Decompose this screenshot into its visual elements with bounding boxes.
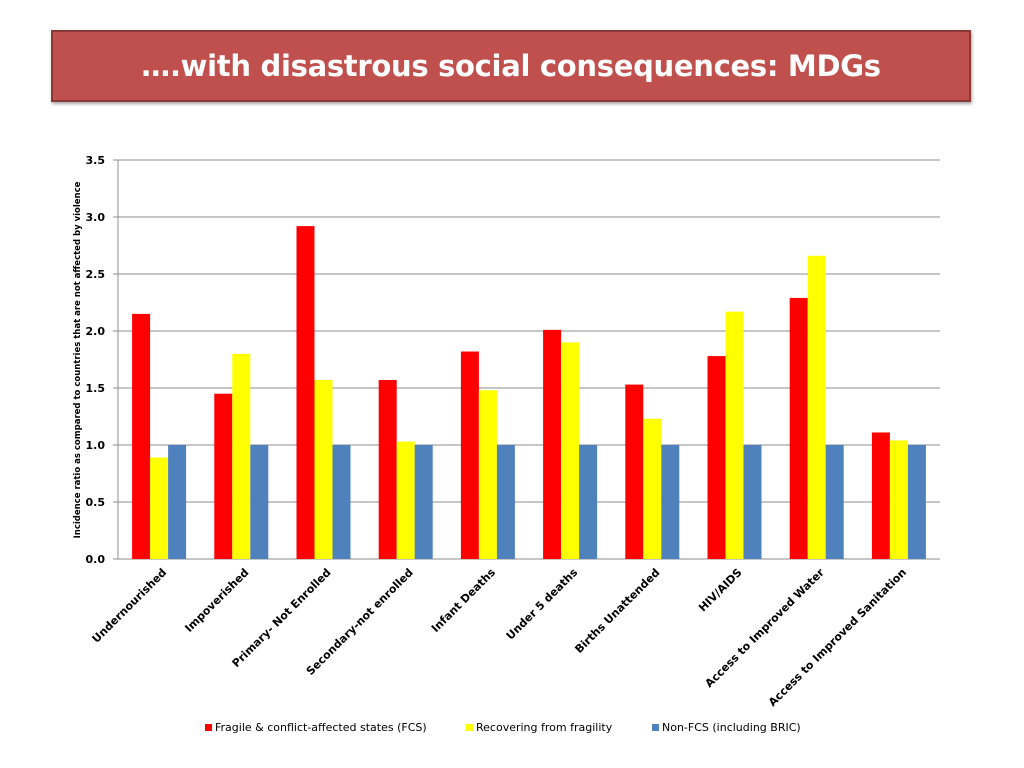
category-label: Births Unattended	[572, 566, 662, 656]
legend-swatch	[466, 724, 473, 731]
legend-swatch	[205, 724, 212, 731]
legend-swatch	[652, 724, 659, 731]
bar-secondary-not-enrolled-series-2	[396, 441, 415, 559]
bars	[132, 226, 926, 559]
y-tick-label: 0.5	[86, 496, 106, 509]
bar-under-5-deaths-series-1	[543, 329, 562, 559]
bar-secondary-not-enrolled-series-1	[378, 380, 397, 559]
legend-label: Fragile & conflict-affected states (FCS)	[215, 721, 427, 734]
legend-label: Recovering from fragility	[476, 721, 613, 734]
bar-primary-not-enrolled-series-3	[332, 445, 351, 559]
y-tick-label: 0.0	[86, 553, 106, 566]
bar-access-to-improved-sanitation-series-1	[871, 432, 890, 559]
bar-hiv-aids-series-3	[743, 445, 762, 559]
category-label: Access to Improved Sanitation	[766, 566, 909, 709]
y-tick-label: 2.5	[86, 268, 106, 281]
bar-under-5-deaths-series-3	[579, 445, 598, 559]
bar-infant-deaths-series-3	[496, 445, 515, 559]
bar-undernourished-series-2	[150, 457, 169, 559]
bar-infant-deaths-series-2	[478, 390, 497, 559]
y-tick-label: 2.0	[86, 325, 106, 338]
y-axis-label: Incidence ratio as compared to countries…	[73, 181, 83, 538]
y-tick-label: 3.5	[86, 154, 106, 167]
bar-access-to-improved-sanitation-series-3	[907, 445, 926, 559]
category-label: Undernourished	[90, 566, 170, 646]
bar-births-unattended-series-2	[643, 418, 662, 559]
legend: Fragile & conflict-affected states (FCS)…	[205, 721, 801, 734]
y-tick-label: 1.5	[86, 382, 106, 395]
y-tick-label: 3.0	[86, 211, 106, 224]
bar-impoverished-series-2	[232, 353, 251, 559]
bar-access-to-improved-water-series-2	[807, 255, 826, 559]
bar-infant-deaths-series-1	[460, 351, 479, 559]
bar-primary-not-enrolled-series-1	[296, 226, 315, 559]
legend-label: Non-FCS (including BRIC)	[662, 721, 801, 734]
bar-primary-not-enrolled-series-2	[314, 380, 333, 559]
category-label: Impoverished	[182, 566, 251, 635]
slide-title-banner: ….with disastrous social consequences: M…	[51, 30, 971, 102]
bar-secondary-not-enrolled-series-3	[414, 445, 433, 559]
bar-undernourished-series-3	[168, 445, 187, 559]
bar-access-to-improved-water-series-3	[825, 445, 844, 559]
bar-births-unattended-series-3	[661, 445, 680, 559]
bar-hiv-aids-series-1	[707, 356, 726, 559]
bar-impoverished-series-3	[250, 445, 269, 559]
bar-births-unattended-series-1	[625, 384, 644, 559]
category-label: Under 5 deaths	[504, 566, 581, 643]
category-label: HIV/AIDS	[696, 566, 744, 614]
bar-undernourished-series-1	[132, 313, 151, 559]
bar-access-to-improved-sanitation-series-2	[889, 440, 908, 559]
bar-under-5-deaths-series-2	[561, 342, 580, 559]
slide-title: ….with disastrous social consequences: M…	[141, 49, 881, 83]
bar-hiv-aids-series-2	[725, 311, 744, 559]
y-tick-label: 1.0	[86, 439, 106, 452]
bar-access-to-improved-water-series-1	[789, 297, 808, 559]
bar-impoverished-series-1	[214, 393, 233, 559]
category-label: Infant Deaths	[429, 566, 498, 635]
